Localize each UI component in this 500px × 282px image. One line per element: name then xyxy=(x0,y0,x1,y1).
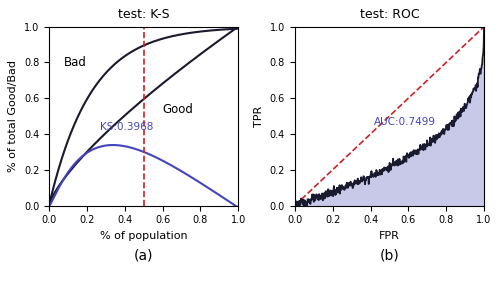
Text: (b): (b) xyxy=(380,248,400,262)
Text: (a): (a) xyxy=(134,248,154,262)
Y-axis label: % of total Good/Bad: % of total Good/Bad xyxy=(8,60,18,172)
Text: Good: Good xyxy=(162,103,194,116)
Text: KS:0.3968: KS:0.3968 xyxy=(100,122,154,133)
Title: test: K-S: test: K-S xyxy=(118,8,170,21)
X-axis label: % of population: % of population xyxy=(100,231,188,241)
Text: AUC:0.7499: AUC:0.7499 xyxy=(374,117,436,127)
Title: test: ROC: test: ROC xyxy=(360,8,419,21)
X-axis label: FPR: FPR xyxy=(379,231,400,241)
Y-axis label: TPR: TPR xyxy=(254,105,264,127)
Text: Bad: Bad xyxy=(64,56,87,69)
